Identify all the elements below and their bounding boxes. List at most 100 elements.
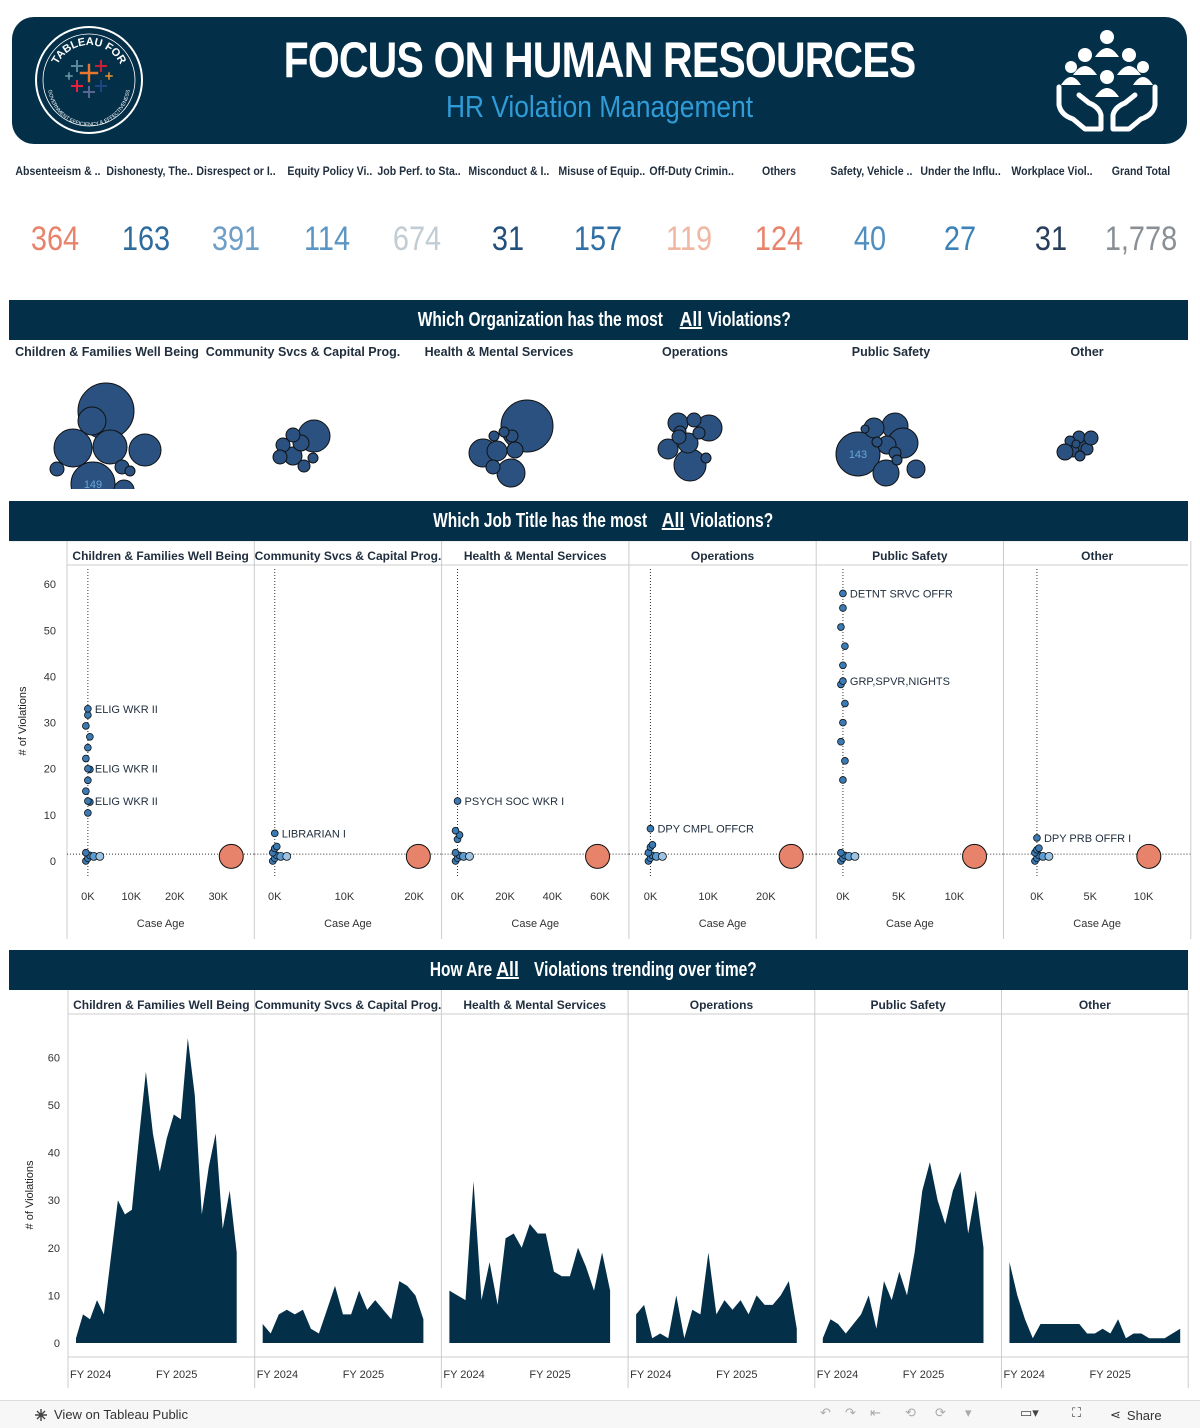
- org-bubble[interactable]: [485, 459, 501, 475]
- scatter-point[interactable]: [839, 589, 847, 598]
- org-bubble[interactable]: [124, 465, 136, 477]
- scatter-point[interactable]: [841, 757, 849, 765]
- org-bubble[interactable]: [700, 452, 712, 464]
- scatter-point[interactable]: [86, 732, 94, 741]
- scatter-point[interactable]: [1035, 844, 1043, 852]
- scatter-point[interactable]: [84, 743, 92, 752]
- org-bubble[interactable]: [835, 431, 881, 477]
- scatter-point[interactable]: [282, 851, 292, 861]
- kpi-card[interactable]: Job Perf. to Sta.. 674: [372, 164, 462, 259]
- org-bubble[interactable]: [506, 441, 524, 459]
- job-title-scatter-chart[interactable]: # of Violations 0 10 20 30 40 50 60 Children & F…: [0, 541, 1200, 941]
- org-bubble-cluster[interactable]: [401, 359, 597, 489]
- trend-area[interactable]: [449, 1181, 611, 1343]
- kpi-card[interactable]: Grand Total 1,778: [1096, 164, 1186, 259]
- kpi-card[interactable]: Safety, Vehicle .. 40: [825, 164, 915, 259]
- org-bubble[interactable]: [49, 461, 65, 477]
- org-title-all[interactable]: All: [679, 309, 702, 331]
- violations-trend-chart[interactable]: # of Violations 0 10 20 30 40 50 60 Children & F…: [0, 990, 1200, 1390]
- scatter-point[interactable]: [839, 718, 847, 727]
- scatter-point[interactable]: [82, 722, 90, 730]
- org-bubble-cluster[interactable]: 143: [793, 359, 989, 489]
- scatter-point[interactable]: [84, 809, 92, 817]
- case-age-outlier-point[interactable]: [778, 843, 804, 869]
- kpi-card[interactable]: Absenteeism & .. 364: [10, 164, 100, 259]
- redo-icon[interactable]: ↷: [845, 1405, 856, 1420]
- scatter-point[interactable]: [837, 737, 845, 746]
- case-age-outlier-point[interactable]: [1136, 843, 1162, 869]
- scatter-point[interactable]: [837, 848, 845, 857]
- org-bubble-cluster[interactable]: [597, 359, 793, 489]
- scatter-point[interactable]: [1033, 834, 1041, 842]
- scatter-point[interactable]: [82, 848, 90, 857]
- scatter-point[interactable]: [648, 841, 657, 849]
- kpi-card[interactable]: Disrespect or I.. 391: [191, 164, 281, 259]
- case-age-outlier-point[interactable]: [585, 843, 611, 869]
- org-bubble[interactable]: [498, 426, 510, 438]
- org-bubble[interactable]: [488, 430, 500, 442]
- comment-icon[interactable]: ▭▾: [1020, 1405, 1039, 1420]
- org-bubble[interactable]: [486, 440, 508, 462]
- kpi-card[interactable]: Under the Influ.. 27: [915, 164, 1005, 259]
- org-bubble[interactable]: [1083, 430, 1099, 446]
- org-bubble[interactable]: [872, 459, 900, 487]
- scatter-point[interactable]: [84, 764, 92, 773]
- org-bubble-cluster[interactable]: 149: [9, 359, 205, 507]
- org-bubble-cluster[interactable]: [205, 359, 401, 489]
- org-bubble[interactable]: [1056, 443, 1074, 461]
- case-age-outlier-point[interactable]: [405, 843, 431, 869]
- scatter-point[interactable]: [839, 604, 847, 612]
- org-bubble[interactable]: [272, 449, 288, 465]
- scatter-point[interactable]: [453, 797, 462, 805]
- org-bubble[interactable]: [671, 429, 687, 445]
- undo-icon[interactable]: ↶: [820, 1405, 831, 1420]
- org-bubble[interactable]: [77, 406, 107, 436]
- trend-area[interactable]: [76, 1038, 237, 1343]
- scatter-point[interactable]: [82, 754, 90, 763]
- org-bubble[interactable]: [906, 459, 926, 479]
- trend-title-all[interactable]: All: [496, 959, 519, 981]
- trend-area[interactable]: [822, 1162, 984, 1343]
- scatter-point[interactable]: [451, 826, 460, 835]
- job-title-all[interactable]: All: [661, 510, 685, 532]
- org-bubble[interactable]: [496, 458, 526, 488]
- org-bubble[interactable]: [1071, 439, 1081, 449]
- scatter-point[interactable]: [84, 797, 92, 805]
- scatter-point[interactable]: [84, 776, 92, 785]
- scatter-point[interactable]: [841, 642, 849, 650]
- kpi-card[interactable]: Misuse of Equip.. 157: [553, 164, 645, 259]
- kpi-card[interactable]: Others 124: [734, 164, 824, 259]
- share-button[interactable]: ⋖ Share: [1110, 1407, 1162, 1423]
- scatter-point[interactable]: [84, 711, 92, 719]
- org-bubble[interactable]: [297, 459, 311, 473]
- case-age-outlier-point[interactable]: [218, 843, 244, 869]
- scatter-point[interactable]: [270, 829, 279, 838]
- org-bubble[interactable]: [92, 429, 128, 465]
- chevron-down-icon[interactable]: ▾: [965, 1405, 972, 1420]
- trend-area[interactable]: [262, 1281, 424, 1343]
- refresh-icon[interactable]: ⟳: [935, 1405, 946, 1420]
- trend-area[interactable]: [1009, 1262, 1181, 1343]
- org-bubble[interactable]: [692, 426, 706, 440]
- scatter-point[interactable]: [658, 851, 667, 861]
- kpi-card[interactable]: Workplace Viol.. 31: [1006, 164, 1096, 259]
- org-bubble[interactable]: [871, 436, 883, 448]
- scatter-point[interactable]: [451, 848, 460, 857]
- scatter-point[interactable]: [841, 699, 849, 708]
- org-bubble[interactable]: [860, 424, 870, 434]
- org-bubble-cluster[interactable]: [989, 359, 1185, 489]
- scatter-point[interactable]: [272, 842, 281, 851]
- scatter-point[interactable]: [839, 677, 847, 685]
- org-bubble[interactable]: [657, 438, 679, 460]
- scatter-point[interactable]: [839, 776, 847, 784]
- scatter-point[interactable]: [1044, 851, 1054, 861]
- view-on-tableau-link[interactable]: View on Tableau Public: [34, 1407, 188, 1422]
- kpi-card[interactable]: Misconduct & I.. 31: [463, 164, 553, 259]
- fullscreen-icon[interactable]: ⛶: [1072, 1405, 1082, 1420]
- org-bubble[interactable]: [113, 479, 135, 501]
- org-bubble[interactable]: [285, 427, 301, 443]
- case-age-outlier-point[interactable]: [962, 843, 988, 869]
- org-bubble[interactable]: [673, 448, 707, 482]
- scatter-point[interactable]: [465, 851, 474, 861]
- kpi-card[interactable]: Off-Duty Crimin.. 119: [644, 164, 734, 259]
